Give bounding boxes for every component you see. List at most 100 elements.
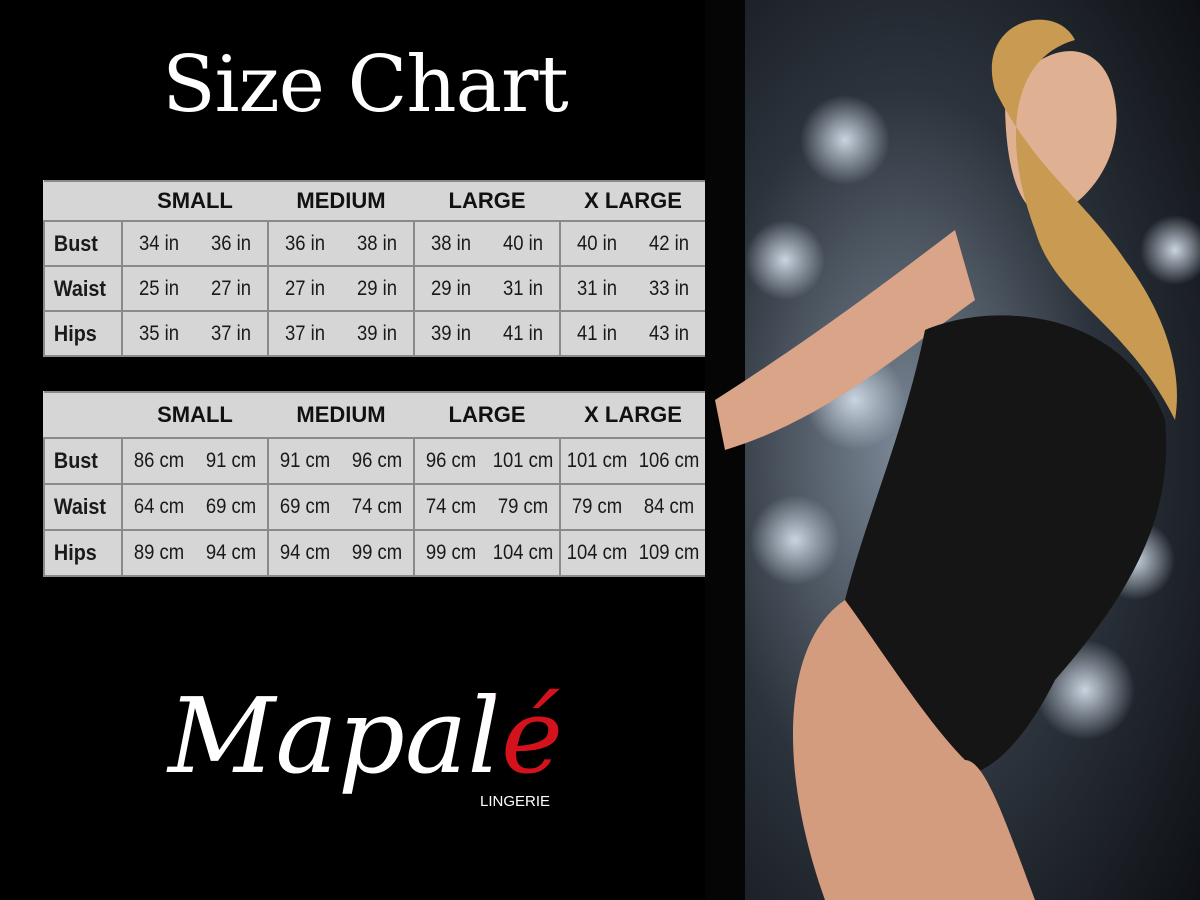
- max-value: 38 in: [356, 231, 398, 255]
- size-range-cell: 101 cm 106 cm: [559, 437, 707, 485]
- max-value: 37 in: [210, 321, 252, 345]
- size-range-cell: 86 cm 91 cm: [121, 437, 269, 485]
- min-value: 79 cm: [571, 495, 623, 518]
- size-range-cell: 74 cm 79 cm: [413, 483, 561, 531]
- max-value: 41 in: [502, 321, 544, 345]
- min-value: 74 cm: [425, 495, 477, 518]
- min-value: 34 in: [138, 231, 180, 255]
- min-value: 64 cm: [133, 495, 185, 518]
- size-header: X LARGE: [560, 180, 706, 222]
- measurement-row: Hips 35 in 37 in 37 in 39 in 39 in 41 in 41 in 4…: [43, 310, 707, 357]
- size-range-cell: 40 in 42 in: [559, 220, 707, 267]
- mapale-logo: Mapalé LINGERIE: [166, 675, 563, 810]
- size-header: X LARGE: [560, 391, 706, 439]
- min-value: 35 in: [138, 321, 180, 345]
- min-value: 101 cm: [566, 449, 628, 472]
- size-header-row: SMALL MEDIUM LARGE X LARGE: [44, 180, 706, 222]
- min-value: 25 in: [138, 276, 180, 300]
- measurement-label: Waist: [43, 483, 116, 531]
- size-range-cell: 25 in 27 in: [121, 265, 269, 312]
- size-table-inches: SMALL MEDIUM LARGE X LARGE Bust 34 in 36 in 36 …: [43, 180, 707, 357]
- size-range-cell: 37 in 39 in: [267, 310, 415, 357]
- min-value: 31 in: [576, 276, 618, 300]
- size-range-cell: 39 in 41 in: [413, 310, 561, 357]
- logo-tagline: LINGERIE: [480, 793, 550, 810]
- max-value: 74 cm: [351, 495, 403, 518]
- size-header-row: SMALL MEDIUM LARGE X LARGE: [44, 391, 706, 439]
- size-header: SMALL: [122, 180, 268, 222]
- measurement-row: Bust 34 in 36 in 36 in 38 in 38 in 40 in 40 in 4…: [43, 220, 707, 267]
- max-value: 69 cm: [205, 495, 257, 518]
- min-value: 27 in: [284, 276, 326, 300]
- measurement-row: Waist 25 in 27 in 27 in 29 in 29 in 31 in 31 in…: [43, 265, 707, 312]
- max-value: 42 in: [648, 231, 690, 255]
- measurement-row: Bust 86 cm 91 cm 91 cm 96 cm 96 cm 101 cm 101 c…: [43, 437, 707, 485]
- page-title: Size Chart: [162, 40, 568, 130]
- size-range-cell: 94 cm 99 cm: [267, 529, 415, 577]
- model-photo: [705, 0, 1200, 900]
- size-range-cell: 99 cm 104 cm: [413, 529, 561, 577]
- max-value: 96 cm: [351, 449, 403, 472]
- size-range-cell: 91 cm 96 cm: [267, 437, 415, 485]
- corner-cell: [44, 391, 122, 439]
- max-value: 79 cm: [497, 495, 549, 518]
- max-value: 29 in: [356, 276, 398, 300]
- measurement-label: Waist: [43, 265, 116, 312]
- max-value: 27 in: [210, 276, 252, 300]
- size-range-cell: 89 cm 94 cm: [121, 529, 269, 577]
- size-header: LARGE: [414, 180, 560, 222]
- min-value: 41 in: [576, 321, 618, 345]
- size-header: SMALL: [122, 391, 268, 439]
- max-value: 106 cm: [638, 449, 700, 472]
- min-value: 91 cm: [279, 449, 331, 472]
- max-value: 84 cm: [643, 495, 695, 518]
- min-value: 37 in: [284, 321, 326, 345]
- size-range-cell: 64 cm 69 cm: [121, 483, 269, 531]
- max-value: 31 in: [502, 276, 544, 300]
- min-value: 40 in: [576, 231, 618, 255]
- max-value: 109 cm: [638, 541, 700, 564]
- min-value: 29 in: [430, 276, 472, 300]
- size-range-cell: 35 in 37 in: [121, 310, 269, 357]
- min-value: 38 in: [430, 231, 472, 255]
- size-range-cell: 36 in 38 in: [267, 220, 415, 267]
- max-value: 36 in: [210, 231, 252, 255]
- size-range-cell: 31 in 33 in: [559, 265, 707, 312]
- corner-cell: [44, 180, 122, 222]
- max-value: 94 cm: [205, 541, 257, 564]
- size-range-cell: 41 in 43 in: [559, 310, 707, 357]
- min-value: 69 cm: [279, 495, 331, 518]
- max-value: 101 cm: [492, 449, 554, 472]
- size-header: MEDIUM: [268, 391, 414, 439]
- measurement-label: Bust: [43, 437, 116, 485]
- max-value: 99 cm: [351, 541, 403, 564]
- measurement-label: Hips: [43, 310, 116, 357]
- size-header: LARGE: [414, 391, 560, 439]
- max-value: 91 cm: [205, 449, 257, 472]
- max-value: 33 in: [648, 276, 690, 300]
- measurement-row: Waist 64 cm 69 cm 69 cm 74 cm 74 cm 79 cm 79 cm…: [43, 483, 707, 531]
- min-value: 36 in: [284, 231, 326, 255]
- size-range-cell: 34 in 36 in: [121, 220, 269, 267]
- size-range-cell: 29 in 31 in: [413, 265, 561, 312]
- brand-name: Mapalé: [166, 675, 563, 797]
- min-value: 89 cm: [133, 541, 185, 564]
- size-table-cm: SMALL MEDIUM LARGE X LARGE Bust 86 cm 91 cm 91 …: [43, 391, 707, 577]
- measurement-label: Bust: [43, 220, 116, 267]
- size-range-cell: 38 in 40 in: [413, 220, 561, 267]
- max-value: 40 in: [502, 231, 544, 255]
- measurement-label: Hips: [43, 529, 116, 577]
- size-range-cell: 79 cm 84 cm: [559, 483, 707, 531]
- size-range-cell: 69 cm 74 cm: [267, 483, 415, 531]
- size-header: MEDIUM: [268, 180, 414, 222]
- max-value: 43 in: [648, 321, 690, 345]
- min-value: 94 cm: [279, 541, 331, 564]
- min-value: 99 cm: [425, 541, 477, 564]
- measurement-row: Hips 89 cm 94 cm 94 cm 99 cm 99 cm 104 cm 104 c…: [43, 529, 707, 577]
- min-value: 96 cm: [425, 449, 477, 472]
- size-range-cell: 96 cm 101 cm: [413, 437, 561, 485]
- min-value: 104 cm: [566, 541, 628, 564]
- min-value: 86 cm: [133, 449, 185, 472]
- max-value: 104 cm: [492, 541, 554, 564]
- size-range-cell: 104 cm 109 cm: [559, 529, 707, 577]
